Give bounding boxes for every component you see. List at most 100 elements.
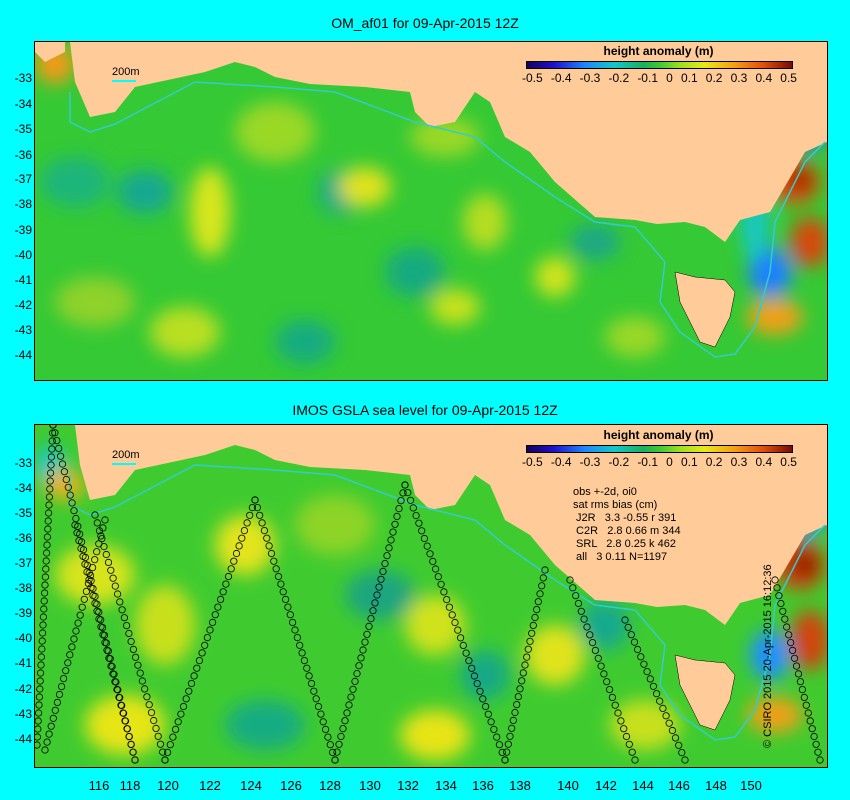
track-observation: [195, 657, 203, 665]
track-observation: [586, 631, 594, 639]
track-observation: [503, 748, 511, 756]
x-tick: 124: [240, 778, 262, 793]
track-observation: [93, 548, 101, 556]
track-observation: [303, 664, 311, 672]
track-observation: [193, 664, 201, 672]
x-tick: 134: [435, 778, 457, 793]
track-observation: [476, 687, 484, 695]
track-observation: [53, 437, 61, 445]
x-tick: 140: [557, 778, 579, 793]
track-observation: [580, 615, 588, 623]
legend-ticks: -0.5 -0.4 -0.3 -0.2 -0.1 0 0.1 0.2 0.3 0…: [522, 455, 797, 469]
track-observation: [373, 591, 381, 599]
track-observation: [415, 519, 423, 527]
track-observation: [529, 621, 537, 629]
track-observation: [99, 624, 107, 632]
tasmania: [674, 654, 736, 731]
legend-tick: 0.5: [780, 455, 797, 469]
x-tick: 128: [319, 778, 341, 793]
track-observation: [397, 497, 405, 505]
track-observation: [49, 425, 57, 429]
legend-tick: -0.4: [550, 455, 572, 469]
y-tick: -41: [14, 273, 32, 287]
track-observation: [145, 701, 153, 709]
track-observation: [399, 489, 407, 497]
track-observation: [800, 693, 808, 701]
track-observation: [35, 709, 43, 717]
x-tick: 142: [595, 778, 617, 793]
track-observation: [51, 706, 59, 714]
track-observation: [260, 527, 268, 535]
track-observation: [773, 584, 781, 592]
track-observation: [136, 669, 144, 677]
track-observation: [56, 452, 65, 460]
track-observation: [138, 677, 147, 685]
track-observation: [369, 607, 377, 615]
track-observation: [816, 756, 824, 764]
track-observation: [45, 493, 53, 501]
track-observation: [78, 603, 86, 611]
track-observation: [640, 660, 648, 668]
track-observation: [783, 623, 791, 631]
track-observation: [86, 571, 95, 580]
track-observation: [143, 693, 151, 701]
y-tick: -36: [14, 531, 32, 545]
track-observation: [777, 599, 785, 608]
track-observation: [35, 701, 43, 709]
track-observation: [538, 582, 546, 590]
track-observation: [614, 709, 622, 717]
track-observation: [808, 725, 816, 733]
track-observation: [39, 621, 47, 629]
track-observation: [93, 607, 101, 615]
track-observation: [314, 702, 323, 711]
track-observation: [141, 685, 149, 693]
track-observation: [97, 532, 105, 540]
track-observation: [45, 730, 53, 738]
track-observation: [282, 595, 290, 603]
track-observation: [91, 599, 99, 607]
track-observation: [409, 504, 417, 512]
track-observation: [87, 584, 95, 592]
y-tick: -33: [14, 71, 32, 85]
track-observation: [310, 687, 318, 695]
track-observation: [105, 654, 113, 662]
x-tick: 136: [472, 778, 494, 793]
track-observation: [501, 756, 509, 764]
track-observation: [256, 511, 264, 519]
track-observation: [120, 614, 129, 622]
y-tick: -34: [14, 481, 32, 495]
land-corner: [35, 42, 65, 62]
track-observation: [519, 669, 527, 677]
track-observation: [81, 560, 89, 568]
track-observation: [46, 485, 54, 493]
track-observation: [434, 573, 442, 581]
track-observation: [265, 542, 273, 550]
legend-tick: 0.2: [705, 455, 723, 469]
x-tick: 122: [199, 778, 221, 793]
track-observation: [251, 496, 259, 504]
track-observation: [531, 613, 539, 622]
stats-line: all 3 0.11 N=1197: [573, 551, 668, 563]
top-colorbar-legend: height anomaly (m) -0.5 -0.4 -0.3 -0.2 -…: [522, 44, 797, 88]
track-observation: [404, 489, 412, 497]
legend-tick: -0.2: [608, 455, 630, 469]
track-observation: [43, 738, 51, 746]
track-observation: [351, 677, 359, 685]
legend-tick: -0.4: [550, 71, 572, 85]
track-observation: [55, 444, 63, 452]
track-observation: [47, 722, 55, 730]
track-observation: [64, 483, 72, 491]
track-observation: [484, 710, 492, 718]
track-observation: [211, 611, 219, 619]
legend-tick: -0.5: [522, 71, 543, 85]
track-observation: [479, 695, 487, 703]
track-observation: [55, 690, 64, 699]
track-observation: [206, 626, 214, 634]
y-tick: -38: [14, 581, 32, 595]
track-observation: [72, 627, 80, 635]
y-tick: -40: [14, 248, 32, 262]
track-observation: [459, 641, 467, 649]
track-observation: [40, 597, 48, 605]
track-observation: [217, 595, 225, 603]
track-observation: [41, 581, 49, 589]
